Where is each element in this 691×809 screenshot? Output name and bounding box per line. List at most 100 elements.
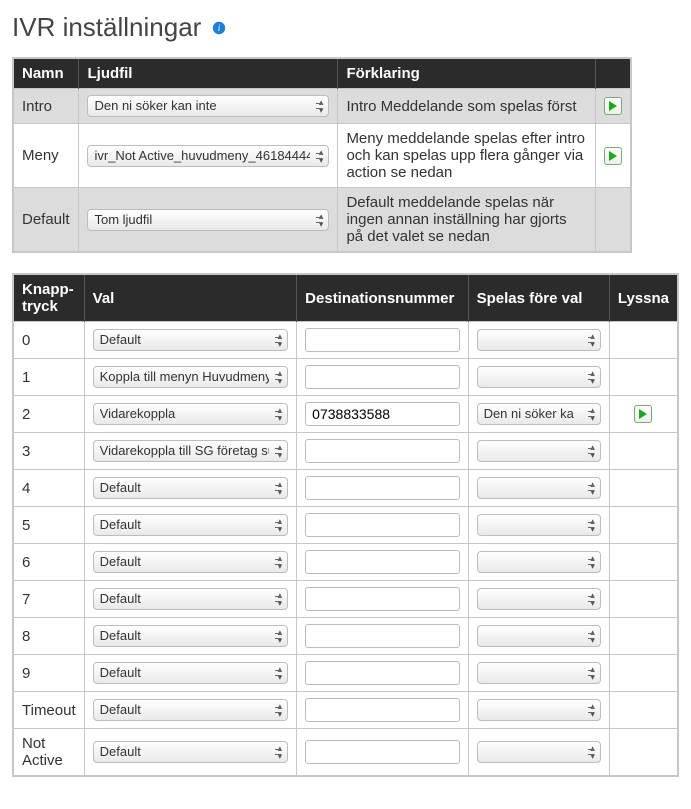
row-play-cell xyxy=(595,124,631,188)
row-name: Meny xyxy=(13,124,79,188)
col-sound: Ljudfil xyxy=(79,58,338,89)
dest-cell xyxy=(297,618,468,655)
destination-input[interactable] xyxy=(305,740,459,764)
keypress-row: Not ActiveDefault▴ ▾▴ ▾ xyxy=(13,729,678,777)
listen-cell xyxy=(609,396,678,433)
pre-sound-select[interactable] xyxy=(477,625,601,647)
soundfile-select[interactable]: Tom ljudfil xyxy=(87,209,329,231)
key-label: 5 xyxy=(13,507,84,544)
keypress-row: 0Default▴ ▾▴ ▾ xyxy=(13,322,678,359)
col-pre: Spelas före val xyxy=(468,274,609,322)
dest-cell xyxy=(297,507,468,544)
keypress-row: 3Vidarekoppla till SG företag support▴ ▾… xyxy=(13,433,678,470)
action-select[interactable]: Koppla till menyn Huvudmeny xyxy=(93,366,289,388)
action-select[interactable]: Default xyxy=(93,588,289,610)
action-select[interactable]: Default xyxy=(93,514,289,536)
dest-cell xyxy=(297,729,468,777)
pre-sound-select[interactable]: Den ni söker ka xyxy=(477,403,601,425)
pre-sound-select[interactable] xyxy=(477,699,601,721)
col-desc: Förklaring xyxy=(338,58,596,89)
row-sound-cell: Den ni söker kan inte▴ ▾ xyxy=(79,89,338,124)
keypress-row: 6Default▴ ▾▴ ▾ xyxy=(13,544,678,581)
val-cell: Vidarekoppla till SG företag support▴ ▾ xyxy=(84,433,297,470)
destination-input[interactable] xyxy=(305,328,459,352)
key-label: 2 xyxy=(13,396,84,433)
keypress-row: 8Default▴ ▾▴ ▾ xyxy=(13,618,678,655)
val-cell: Vidarekoppla▴ ▾ xyxy=(84,396,297,433)
pre-sound-select[interactable] xyxy=(477,366,601,388)
val-cell: Koppla till menyn Huvudmeny▴ ▾ xyxy=(84,359,297,396)
soundfile-select[interactable]: ivr_Not Active_huvudmeny_46184444698 xyxy=(87,145,329,167)
destination-input[interactable] xyxy=(305,365,459,389)
col-listen: Lyssna xyxy=(609,274,678,322)
soundfiles-row: DefaultTom ljudfil▴ ▾Default meddelande … xyxy=(13,188,631,253)
keypress-row: 7Default▴ ▾▴ ▾ xyxy=(13,581,678,618)
listen-cell xyxy=(609,359,678,396)
pre-cell: ▴ ▾ xyxy=(468,359,609,396)
keypress-row: 2Vidarekoppla▴ ▾Den ni söker ka▴ ▾ xyxy=(13,396,678,433)
info-icon: i xyxy=(211,20,227,36)
destination-input[interactable] xyxy=(305,402,459,426)
val-cell: Default▴ ▾ xyxy=(84,655,297,692)
key-label: Not Active xyxy=(13,729,84,777)
destination-input[interactable] xyxy=(305,661,459,685)
soundfile-select[interactable]: Den ni söker kan inte xyxy=(87,95,329,117)
listen-cell xyxy=(609,544,678,581)
key-label: Timeout xyxy=(13,692,84,729)
destination-input[interactable] xyxy=(305,439,459,463)
keypress-table: Knapp-tryck Val Destinationsnummer Spela… xyxy=(12,273,679,777)
pre-sound-select[interactable] xyxy=(477,741,601,763)
listen-cell xyxy=(609,729,678,777)
destination-input[interactable] xyxy=(305,624,459,648)
page-title-text: IVR inställningar xyxy=(12,12,201,43)
pre-sound-select[interactable] xyxy=(477,588,601,610)
destination-input[interactable] xyxy=(305,476,459,500)
dest-cell xyxy=(297,433,468,470)
pre-sound-select[interactable] xyxy=(477,514,601,536)
action-select[interactable]: Default xyxy=(93,329,289,351)
pre-sound-select[interactable] xyxy=(477,477,601,499)
action-select[interactable]: Vidarekoppla till SG företag support xyxy=(93,440,289,462)
destination-input[interactable] xyxy=(305,698,459,722)
val-cell: Default▴ ▾ xyxy=(84,470,297,507)
listen-button[interactable] xyxy=(634,405,652,423)
action-select[interactable]: Vidarekoppla xyxy=(93,403,289,425)
action-select[interactable]: Default xyxy=(93,699,289,721)
col-val: Val xyxy=(84,274,297,322)
val-cell: Default▴ ▾ xyxy=(84,692,297,729)
play-button[interactable] xyxy=(604,147,622,165)
col-key: Knapp-tryck xyxy=(13,274,84,322)
listen-cell xyxy=(609,507,678,544)
destination-input[interactable] xyxy=(305,550,459,574)
key-label: 1 xyxy=(13,359,84,396)
listen-cell xyxy=(609,655,678,692)
keypress-row: TimeoutDefault▴ ▾▴ ▾ xyxy=(13,692,678,729)
val-cell: Default▴ ▾ xyxy=(84,322,297,359)
val-cell: Default▴ ▾ xyxy=(84,507,297,544)
play-button[interactable] xyxy=(604,97,622,115)
soundfiles-row: IntroDen ni söker kan inte▴ ▾Intro Medde… xyxy=(13,89,631,124)
row-desc: Intro Meddelande som spelas först xyxy=(338,89,596,124)
pre-sound-select[interactable] xyxy=(477,329,601,351)
destination-input[interactable] xyxy=(305,587,459,611)
dest-cell xyxy=(297,692,468,729)
action-select[interactable]: Default xyxy=(93,551,289,573)
action-select[interactable]: Default xyxy=(93,741,289,763)
pre-sound-select[interactable] xyxy=(477,662,601,684)
listen-cell xyxy=(609,618,678,655)
pre-cell: ▴ ▾ xyxy=(468,544,609,581)
pre-sound-select[interactable] xyxy=(477,440,601,462)
listen-cell xyxy=(609,692,678,729)
listen-cell xyxy=(609,470,678,507)
pre-sound-select[interactable] xyxy=(477,551,601,573)
dest-cell xyxy=(297,544,468,581)
destination-input[interactable] xyxy=(305,513,459,537)
action-select[interactable]: Default xyxy=(93,625,289,647)
action-select[interactable]: Default xyxy=(93,662,289,684)
soundfiles-table: Namn Ljudfil Förklaring IntroDen ni söke… xyxy=(12,57,632,253)
key-label: 3 xyxy=(13,433,84,470)
pre-cell: ▴ ▾ xyxy=(468,618,609,655)
pre-cell: ▴ ▾ xyxy=(468,322,609,359)
action-select[interactable]: Default xyxy=(93,477,289,499)
key-label: 6 xyxy=(13,544,84,581)
